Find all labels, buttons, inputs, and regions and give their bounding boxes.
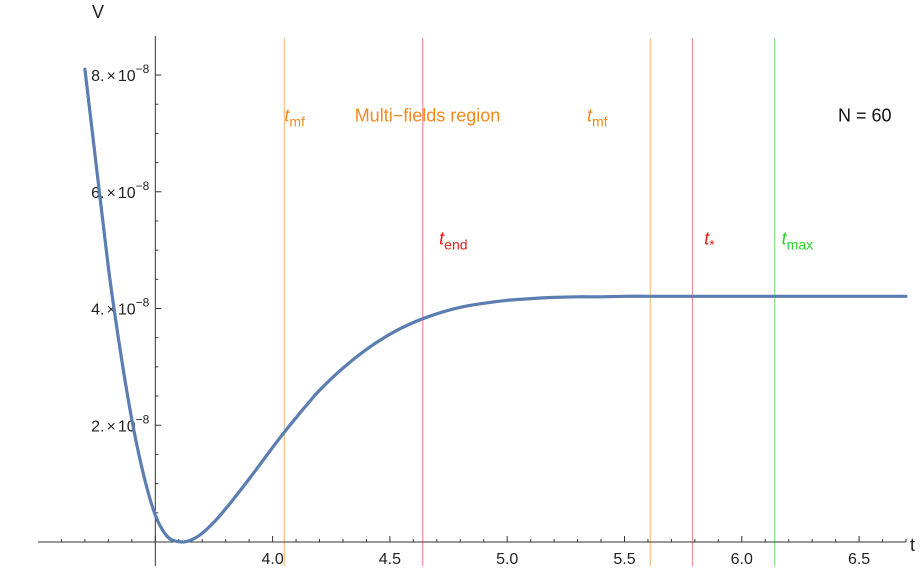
y-tick-label: 8. × 10−8 [91, 62, 149, 85]
x-tick-label: 5.0 [496, 551, 518, 568]
y-tick-label: 2. × 10−8 [91, 412, 149, 435]
x-tick-label: 5.5 [613, 551, 635, 568]
x-tick-label: 6.0 [731, 551, 753, 568]
annotation-0: tmf [284, 106, 305, 130]
x-ticks: 4.0 4.5 5.0 5.5 6.0 6.5 [60, 536, 907, 568]
x-tick-label: 6.5 [848, 551, 870, 568]
annotation-4: tend [439, 228, 467, 252]
y-tick-label: 6. × 10−8 [91, 179, 149, 202]
x-tick-label: 4.5 [379, 551, 401, 568]
annotations: tmf Multi−fields region tmf N = 60 tend t* tma… [284, 106, 891, 253]
annotation-6: tmax [782, 228, 813, 252]
annotation-1: Multi−fields region [355, 106, 501, 126]
x-axis-label: t [910, 535, 915, 555]
annotation-2: tmf [587, 106, 608, 130]
y-axis-label: V [92, 2, 104, 22]
vertical-marker-lines [283, 38, 776, 566]
annotation-3: N = 60 [838, 106, 892, 126]
annotation-5: t* [704, 228, 715, 252]
series-line [83, 67, 908, 544]
y-ticks: 2. × 10−8 4. × 10−8 6. × 10−8 8. × 10−8 [91, 62, 162, 514]
y-tick-label: 4. × 10−8 [91, 296, 149, 319]
x-tick-label: 4.0 [261, 551, 283, 568]
